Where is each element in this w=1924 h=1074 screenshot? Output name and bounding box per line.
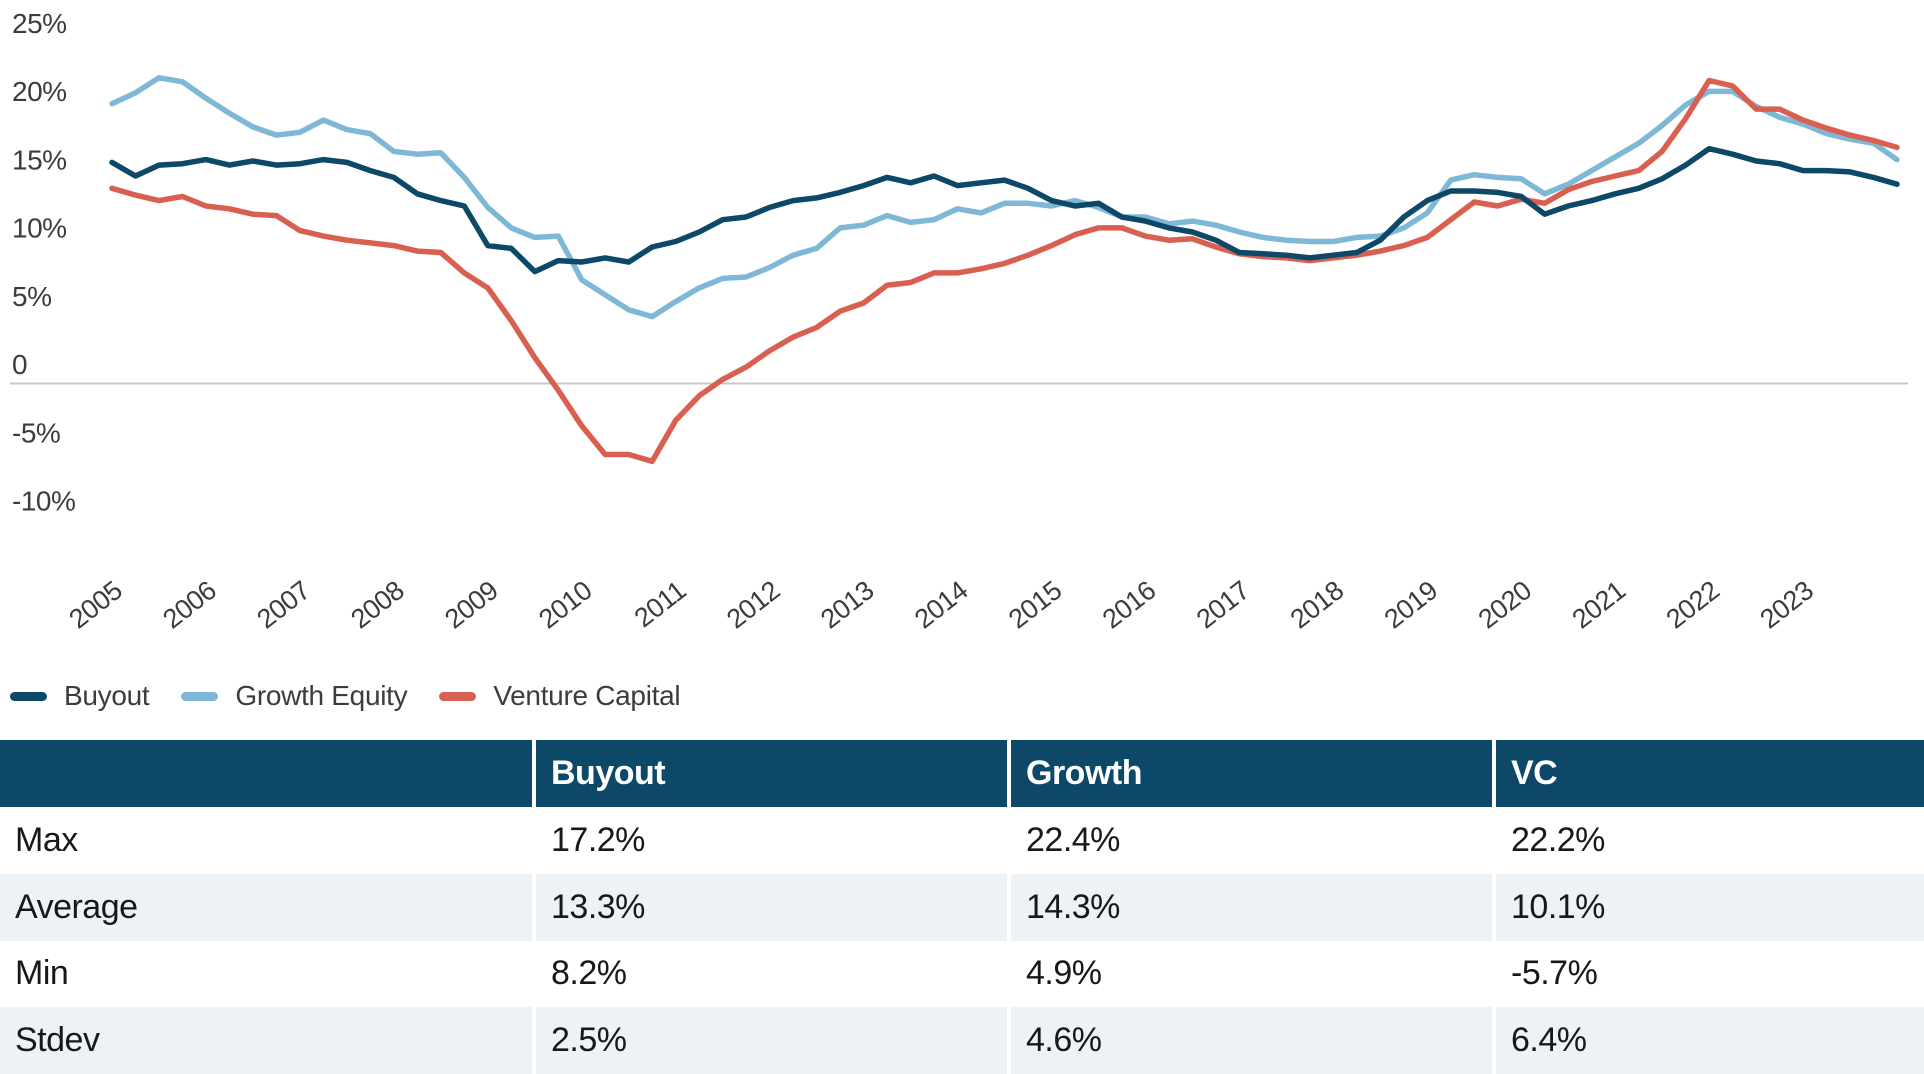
legend-swatch-icon [10, 691, 47, 701]
table-value-cell: 8.2% [532, 940, 1007, 1008]
x-axis-tick-label: 2020 [1473, 575, 1537, 634]
chart-legend: Buyout Growth Equity Venture Capital [10, 678, 712, 714]
legend-item-buyout: Buyout [10, 680, 163, 712]
x-axis-tick-label: 2013 [815, 575, 879, 634]
y-axis-tick-label: 20% [12, 76, 67, 107]
legend-label: Venture Capital [493, 680, 681, 711]
x-axis-tick-label: 2021 [1567, 575, 1631, 634]
table-header-blank [0, 740, 532, 807]
legend-item-venture-capital: Venture Capital [439, 680, 694, 712]
table-row-label-average: Average [0, 873, 532, 941]
table-value-cell: 22.2% [1492, 807, 1924, 874]
x-axis-tick-label: 2016 [1097, 575, 1161, 634]
x-axis-tick-label: 2014 [909, 575, 974, 635]
table-value-cell: 6.4% [1492, 1007, 1924, 1074]
table-header-growth: Growth [1007, 740, 1492, 807]
rolling-returns-chart: 25% 20% 15% 10% 5% 0 -5% -10% 2005 2006 2007 2008 20… [10, 8, 1908, 635]
x-axis-tick-label: 2015 [1003, 575, 1067, 634]
x-axis-tick-label: 2007 [251, 575, 315, 634]
growth-equity-line [109, 74, 1900, 320]
table-row-label-max: Max [15, 820, 78, 859]
table-value-cell: 10.1% [1492, 873, 1924, 941]
x-axis-tick-label: 2011 [629, 575, 692, 633]
legend-swatch-icon [439, 691, 477, 701]
x-axis-tick-label: 2008 [345, 575, 409, 634]
x-axis-tick-label: 2012 [721, 575, 785, 634]
x-axis-tick-label: 2005 [63, 575, 127, 634]
legend-label: Growth Equity [235, 680, 408, 711]
y-axis-tick-label: -5% [12, 417, 60, 448]
y-axis-tick-label: 10% [12, 213, 67, 244]
table-value-cell: 22.4% [1007, 807, 1492, 874]
legend-item-growth-equity: Growth Equity [181, 680, 421, 712]
x-axis-tick-label: 2009 [439, 575, 503, 634]
x-axis-tick-label: 2006 [157, 575, 221, 634]
table-value-cell: 2.5% [532, 1007, 1007, 1074]
table-value-cell: 17.2% [532, 807, 1007, 874]
x-axis-tick-label: 2023 [1755, 575, 1819, 634]
buyout-line [109, 145, 1900, 275]
table-header-vc: VC [1492, 740, 1924, 807]
summary-stats-table: Buyout Growth VC Max 17.2% 22.4% 22.2% Average 1… [0, 740, 1924, 1074]
y-axis-tick-label: -10% [12, 486, 75, 517]
venture-capital-line [109, 77, 1900, 465]
table-value-cell: 4.9% [1007, 940, 1492, 1008]
table-value-cell: 4.6% [1007, 1007, 1492, 1074]
table-value-cell: -5.7% [1492, 940, 1924, 1008]
table-row-label-min: Min [15, 954, 69, 993]
x-axis-tick-label: 2022 [1661, 575, 1725, 634]
table-row-label-stdev: Stdev [0, 1007, 532, 1074]
x-axis-tick-label: 2019 [1379, 575, 1443, 634]
table-value-cell: 13.3% [532, 873, 1007, 941]
y-axis-tick-label: 5% [12, 281, 51, 312]
y-axis-tick-label: 15% [12, 144, 67, 175]
legend-label: Buyout [64, 680, 150, 711]
x-axis-tick-label: 2017 [1191, 575, 1255, 634]
x-axis-tick-label: 2018 [1285, 575, 1349, 634]
y-axis-tick-label: 0 [12, 349, 27, 380]
table-value-cell: 14.3% [1007, 873, 1492, 941]
legend-swatch-icon [181, 691, 219, 701]
x-axis-tick-label: 2010 [533, 575, 597, 634]
y-axis-tick-label: 25% [12, 8, 67, 39]
table-header-buyout: Buyout [532, 740, 1007, 807]
